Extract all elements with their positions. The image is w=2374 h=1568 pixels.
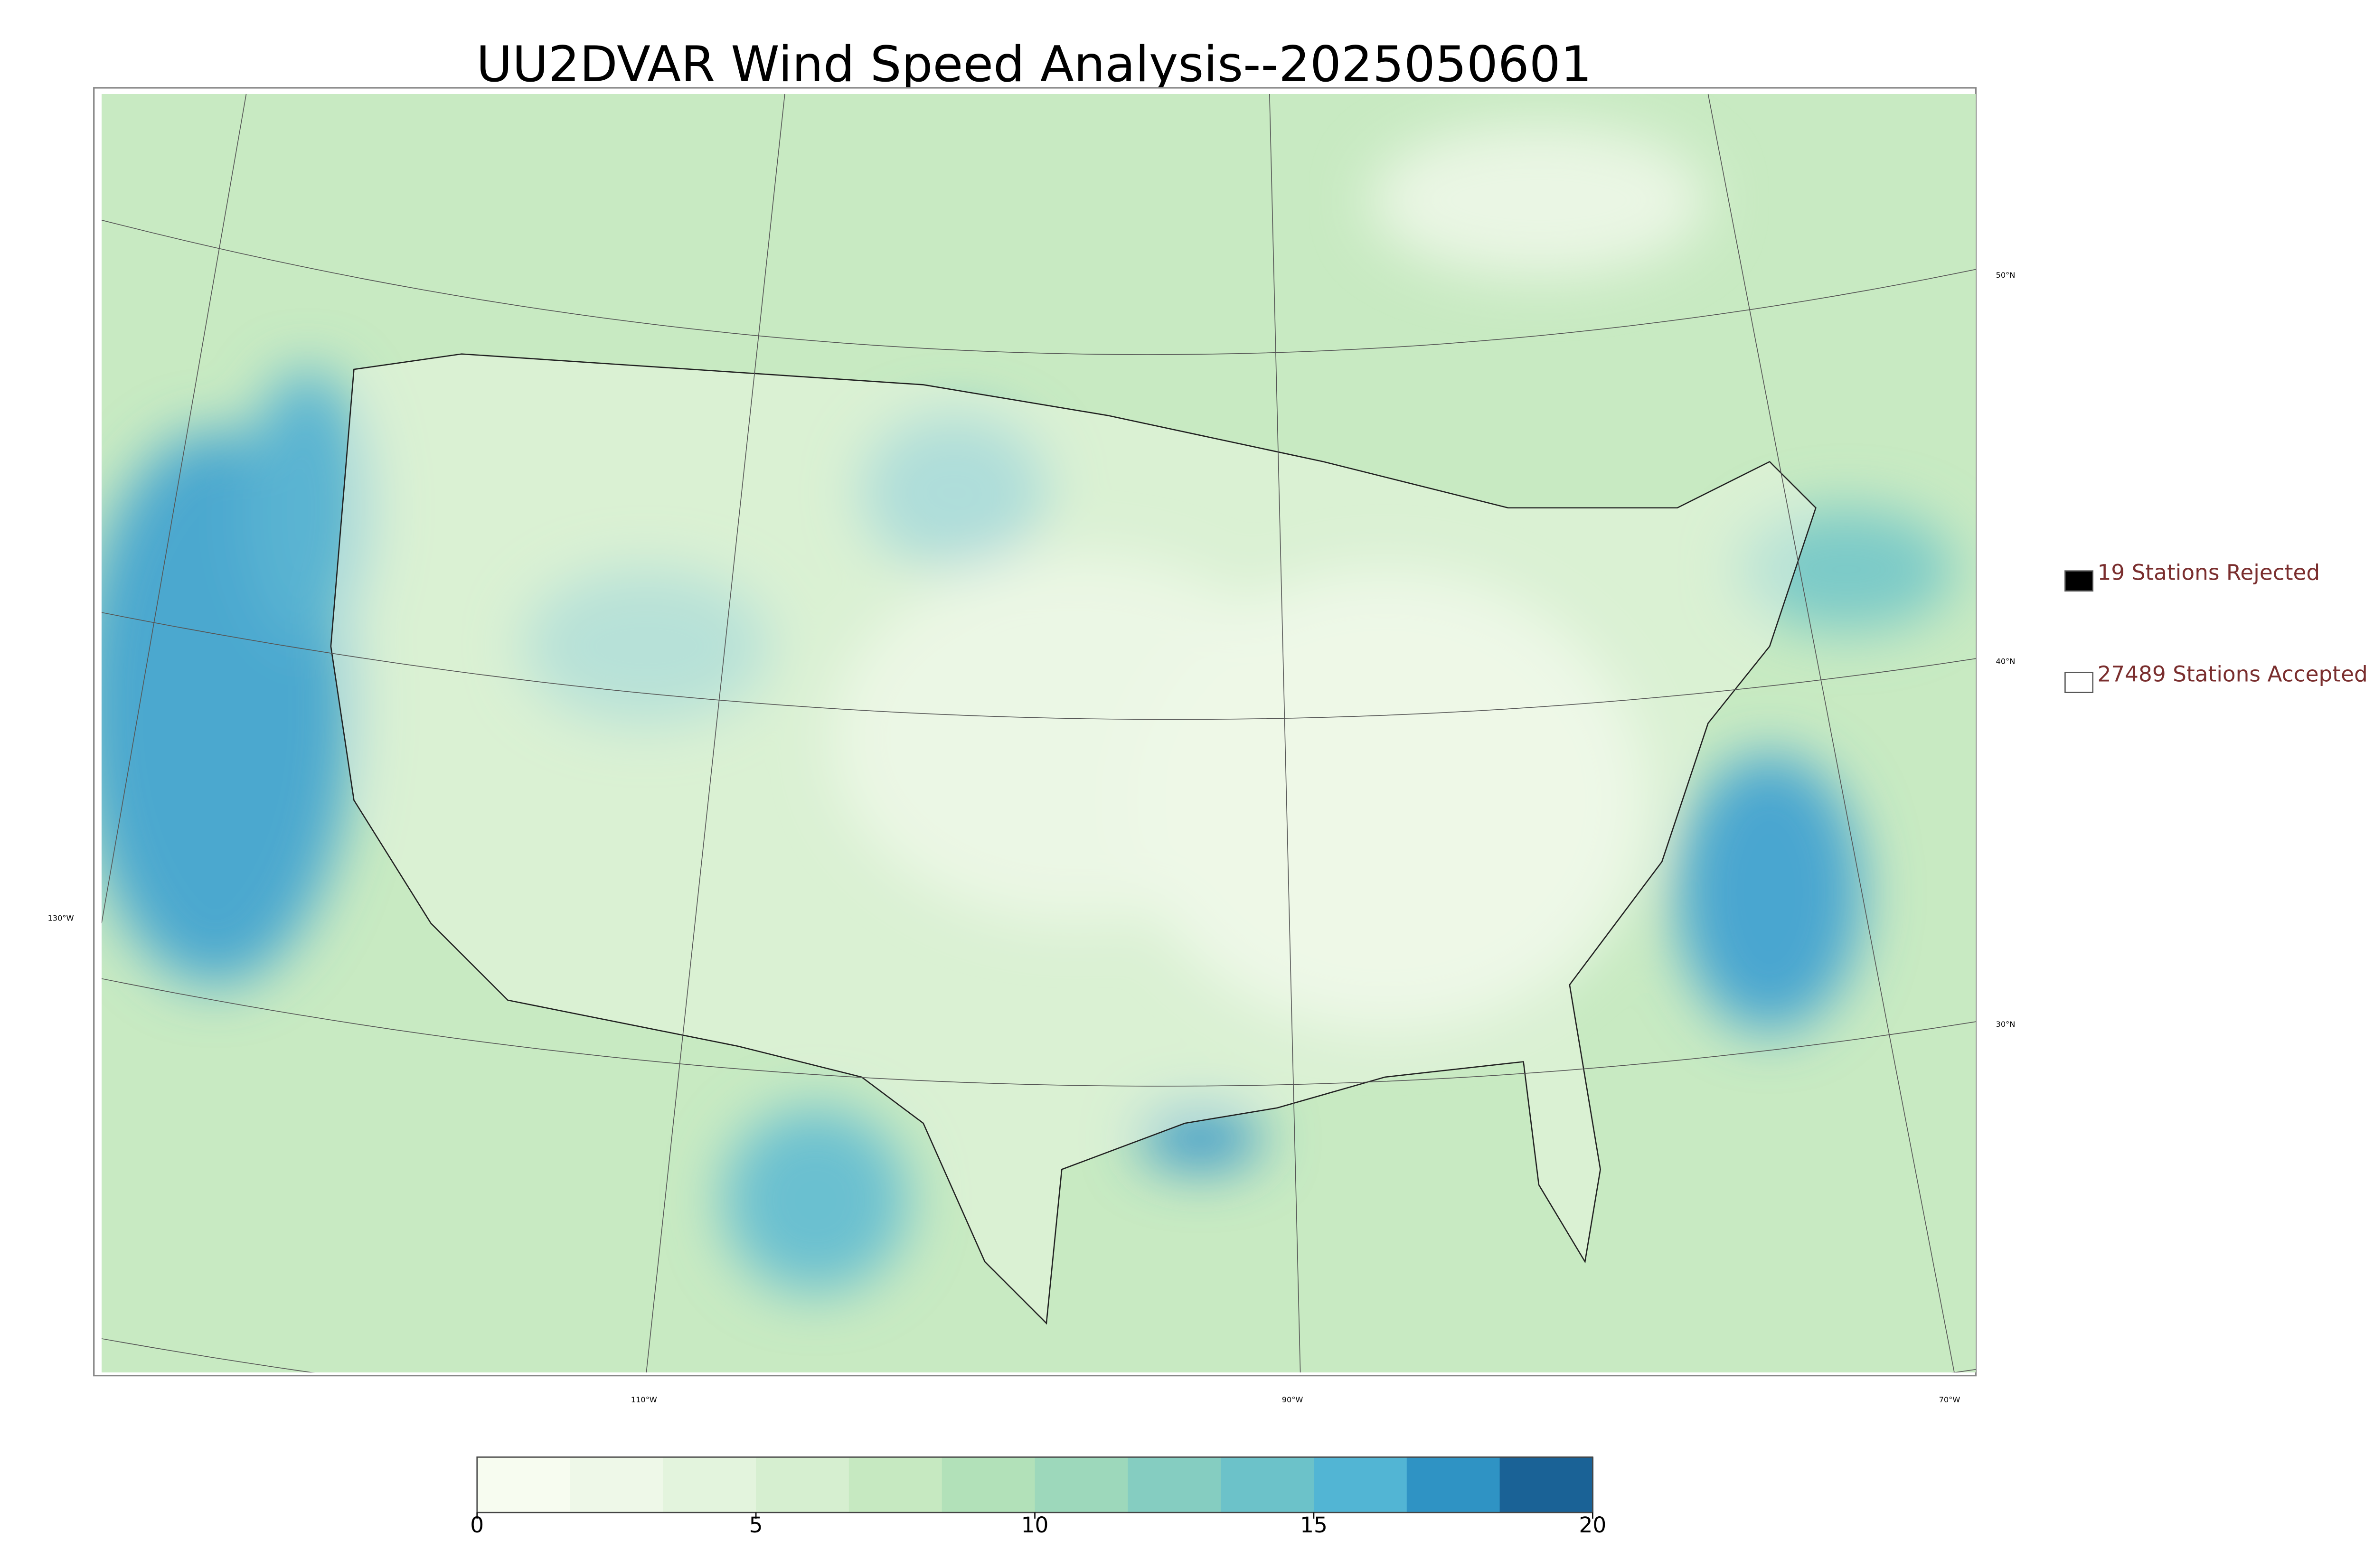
lon-label: 70°W	[1939, 1395, 1960, 1404]
colorbar-segment	[477, 1457, 571, 1513]
colorbar-segment	[1406, 1457, 1501, 1513]
colorbar-segment	[570, 1457, 664, 1513]
colorbar-segment	[1221, 1457, 1315, 1513]
lon-label: 90°W	[1282, 1395, 1303, 1404]
colorbar-segment	[1035, 1457, 1129, 1513]
legend-swatch	[2064, 570, 2094, 592]
colorbar-segment	[848, 1457, 943, 1513]
colorbar-segment	[1499, 1457, 1594, 1513]
colorbar-segment	[756, 1457, 850, 1513]
colorbar-segment	[942, 1457, 1036, 1513]
colorbar-tick-label: 0	[470, 1512, 484, 1538]
colorbar-segment	[663, 1457, 757, 1513]
colorbar: 0 5 10 15 20	[470, 1456, 1607, 1538]
colorbar-tick-label: 10	[1021, 1512, 1049, 1538]
lat-label: 50°N	[1996, 271, 2016, 280]
lat-label: 30°N	[1996, 1020, 2016, 1029]
colorbar-tick-label: 5	[749, 1512, 763, 1538]
lon-label: 130°W	[47, 914, 74, 923]
colorbar-tick-label: 15	[1300, 1512, 1328, 1538]
graticule	[101, 94, 1976, 1373]
legend: 19 Stations Rejected 27489 Stations Accep…	[2064, 560, 2368, 693]
legend-label: 19 Stations Rejected	[2097, 560, 2320, 585]
colorbar-segment	[1313, 1457, 1408, 1513]
title: UU2DVAR Wind Speed Analysis--2025050601	[476, 36, 1592, 93]
lat-label: 40°N	[1996, 657, 2016, 666]
lon-label: 110°W	[631, 1395, 657, 1404]
legend-label: 27489 Stations Accepted	[2097, 662, 2367, 687]
coastline	[330, 353, 1817, 1325]
legend-swatch	[2064, 672, 2094, 693]
colorbar-segment	[1128, 1457, 1222, 1513]
colorbar-tick-label: 20	[1579, 1512, 1607, 1538]
map	[101, 94, 1976, 1373]
graticule-labels: 50°N 40°N 30°N 130°W 110°W 90°W 70°W	[47, 271, 2015, 1404]
